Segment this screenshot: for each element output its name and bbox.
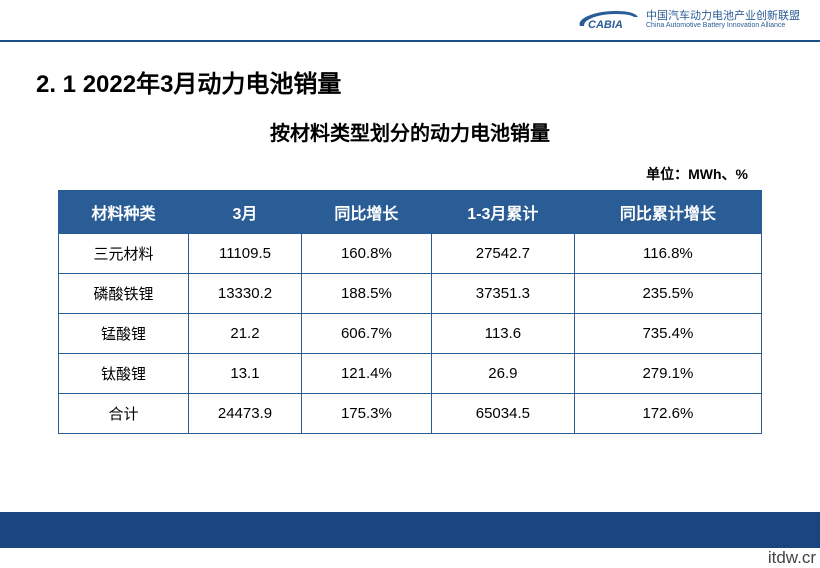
table-wrap: 材料种类 3月 同比增长 1-3月累计 同比累计增长 三元材料 11109.5 … — [58, 190, 762, 434]
cell: 24473.9 — [189, 394, 302, 434]
cell: 735.4% — [574, 314, 761, 354]
cell: 21.2 — [189, 314, 302, 354]
col-header: 同比累计增长 — [574, 191, 761, 234]
cell: 279.1% — [574, 354, 761, 394]
cell: 钛酸锂 — [59, 354, 189, 394]
cell: 172.6% — [574, 394, 761, 434]
cell: 37351.3 — [431, 274, 574, 314]
cell: 合计 — [59, 394, 189, 434]
cell: 26.9 — [431, 354, 574, 394]
cell: 13.1 — [189, 354, 302, 394]
section-title: 2. 1 2022年3月动力电池销量 — [36, 64, 820, 99]
table-row: 合计 24473.9 175.3% 65034.5 172.6% — [59, 394, 762, 434]
logo-wrap: CABIA 中国汽车动力电池产业创新联盟 China Automotive Ba… — [576, 8, 800, 32]
footer-bar — [0, 512, 820, 548]
svg-text:CABIA: CABIA — [588, 19, 623, 31]
table-row: 三元材料 11109.5 160.8% 27542.7 116.8% — [59, 234, 762, 274]
cell: 11109.5 — [189, 234, 302, 274]
cell: 锰酸锂 — [59, 314, 189, 354]
col-header: 1-3月累计 — [431, 191, 574, 234]
cell: 160.8% — [301, 234, 431, 274]
cell: 188.5% — [301, 274, 431, 314]
table-row: 磷酸铁锂 13330.2 188.5% 37351.3 235.5% — [59, 274, 762, 314]
cell: 27542.7 — [431, 234, 574, 274]
cell: 磷酸铁锂 — [59, 274, 189, 314]
cell: 235.5% — [574, 274, 761, 314]
col-header: 材料种类 — [59, 191, 189, 234]
table-header-row: 材料种类 3月 同比增长 1-3月累计 同比累计增长 — [59, 191, 762, 234]
table-title: 按材料类型划分的动力电池销量 — [0, 117, 820, 146]
cell: 13330.2 — [189, 274, 302, 314]
org-name-en: China Automotive Battery Innovation Alli… — [646, 22, 800, 30]
cell: 113.6 — [431, 314, 574, 354]
battery-sales-table: 材料种类 3月 同比增长 1-3月累计 同比累计增长 三元材料 11109.5 … — [58, 190, 762, 434]
watermark: itdw.cr — [768, 548, 816, 568]
table-body: 三元材料 11109.5 160.8% 27542.7 116.8% 磷酸铁锂 … — [59, 234, 762, 434]
org-name-cn: 中国汽车动力电池产业创新联盟 — [646, 10, 800, 22]
cell: 121.4% — [301, 354, 431, 394]
cell: 65034.5 — [431, 394, 574, 434]
cell: 三元材料 — [59, 234, 189, 274]
unit-label: 单位：MWh、% — [0, 164, 748, 184]
cell: 116.8% — [574, 234, 761, 274]
cell: 606.7% — [301, 314, 431, 354]
table-row: 锰酸锂 21.2 606.7% 113.6 735.4% — [59, 314, 762, 354]
col-header: 3月 — [189, 191, 302, 234]
header-bar: CABIA 中国汽车动力电池产业创新联盟 China Automotive Ba… — [0, 0, 820, 42]
cabia-logo-icon: CABIA — [576, 8, 640, 32]
col-header: 同比增长 — [301, 191, 431, 234]
org-text: 中国汽车动力电池产业创新联盟 China Automotive Battery … — [646, 10, 800, 30]
table-row: 钛酸锂 13.1 121.4% 26.9 279.1% — [59, 354, 762, 394]
cell: 175.3% — [301, 394, 431, 434]
